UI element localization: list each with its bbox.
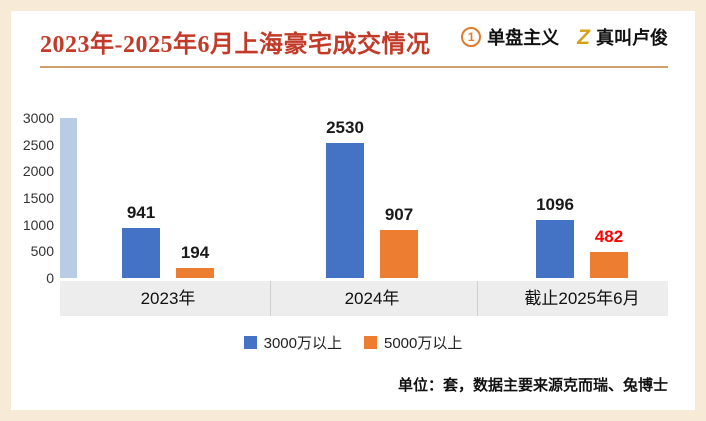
y-axis-tick-label: 500: [30, 243, 54, 260]
x-axis-category-label: 2024年: [344, 289, 400, 308]
legend-label: 5000万以上: [384, 335, 463, 352]
bar-5000万以上: [380, 230, 418, 278]
brand-secondary-label: 真叫卢俊: [596, 28, 668, 48]
bar-value-label: 482: [594, 227, 624, 246]
chart-legend: 3000万以上 5000万以上: [0, 332, 706, 353]
brand-logos: 1 单盘主义 Z 真叫卢俊: [461, 24, 668, 50]
danpanzhuyi-logo: 1 单盘主义: [461, 24, 559, 50]
zhenjiaolujun-logo: Z 真叫卢俊: [577, 24, 668, 50]
bar-3000万以上: [326, 143, 364, 278]
brand-primary-label: 单盘主义: [487, 28, 560, 48]
legend-item: 5000万以上: [364, 332, 462, 353]
y-axis-tick-label: 0: [46, 270, 54, 286]
y-axis-tick-label: 2500: [22, 136, 54, 153]
circle-one-icon: 1: [461, 27, 482, 47]
legend-swatch: [243, 336, 257, 349]
header-divider: [40, 66, 668, 68]
y-axis-tick-label: 2000: [22, 163, 54, 180]
y-axis-tick-label: 1000: [22, 216, 54, 233]
bar-value-label: 1096: [536, 195, 574, 214]
x-axis-separator: [477, 281, 478, 316]
source-note: 单位：套，数据主要来源克而瑞、兔博士: [397, 377, 668, 394]
y-axis-strip: [60, 118, 77, 278]
x-axis-band: [60, 281, 668, 316]
legend-swatch: [364, 336, 377, 349]
x-axis-category-label: 2023年: [140, 289, 196, 308]
x-axis-separator: [270, 281, 271, 316]
y-axis-tick-label: 1500: [22, 190, 54, 206]
bar-3000万以上: [536, 220, 574, 278]
bar-value-label: 194: [180, 243, 210, 262]
bar-value-label: 907: [384, 205, 414, 224]
legend-item: 3000万以上: [243, 332, 342, 353]
bar-5000万以上: [176, 268, 214, 278]
page-title: 2023年-2025年6月上海豪宅成交情况: [40, 32, 431, 58]
bar-value-label: 2530: [326, 118, 364, 137]
bar-3000万以上: [122, 228, 160, 278]
bar-5000万以上: [590, 252, 628, 278]
x-axis-category-label: 截止2025年6月: [524, 289, 640, 308]
bar-value-label: 941: [126, 203, 156, 222]
y-axis-tick-label: 3000: [22, 110, 54, 126]
legend-label: 3000万以上: [263, 335, 342, 352]
z-icon: Z: [577, 25, 590, 49]
